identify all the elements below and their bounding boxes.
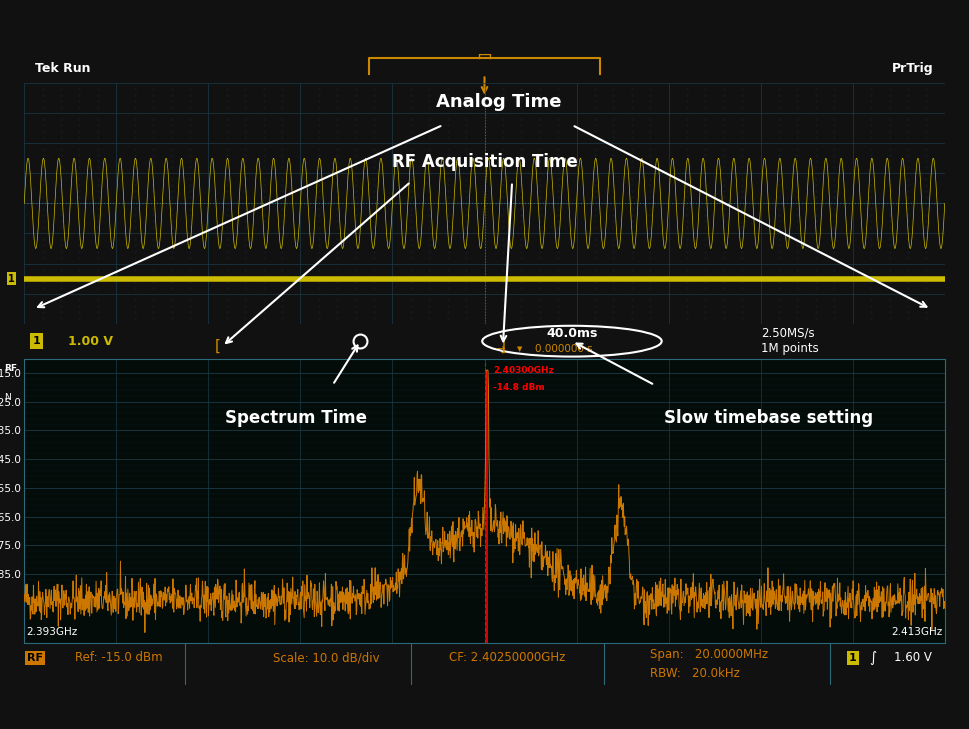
Text: RF Acquisition Time: RF Acquisition Time [391, 152, 578, 171]
Text: →: → [495, 344, 505, 354]
Text: 1: 1 [32, 336, 40, 346]
Text: Spectrum Time: Spectrum Time [225, 410, 367, 427]
Text: 2.50MS/s: 2.50MS/s [761, 327, 814, 340]
Text: Span:   20.0000MHz: Span: 20.0000MHz [650, 648, 768, 661]
Text: ]: ] [500, 339, 506, 354]
Text: 1.00 V: 1.00 V [69, 335, 113, 348]
Text: 1: 1 [849, 652, 857, 663]
Text: Ref: -15.0 dBm: Ref: -15.0 dBm [75, 651, 163, 664]
Text: CF: 2.40250000GHz: CF: 2.40250000GHz [450, 651, 566, 664]
Text: 2.393GHz: 2.393GHz [26, 627, 78, 637]
Text: ▼: ▼ [516, 346, 522, 353]
Text: RF: RF [4, 364, 17, 373]
Text: 2.40300GHz: 2.40300GHz [493, 366, 553, 375]
Text: 0.000000 s: 0.000000 s [535, 344, 593, 354]
Text: 1: 1 [9, 273, 16, 284]
Text: PrTrig: PrTrig [892, 62, 934, 75]
Text: 2.413GHz: 2.413GHz [891, 627, 943, 637]
Text: -14.8 dBm: -14.8 dBm [493, 383, 545, 392]
Text: RF: RF [27, 652, 44, 663]
Text: ∫: ∫ [869, 651, 877, 665]
Text: N: N [4, 393, 11, 402]
Text: 1M points: 1M points [761, 343, 819, 355]
Text: RBW:   20.0kHz: RBW: 20.0kHz [650, 667, 740, 680]
Text: Analog Time: Analog Time [435, 93, 561, 111]
Text: Tek Run: Tek Run [35, 62, 91, 75]
Text: Scale: 10.0 dB/div: Scale: 10.0 dB/div [273, 651, 380, 664]
Text: 1.60 V: 1.60 V [894, 651, 932, 664]
Text: [: [ [214, 339, 221, 354]
Text: 40.0ms: 40.0ms [547, 327, 598, 340]
Text: Slow timebase setting: Slow timebase setting [664, 410, 873, 427]
